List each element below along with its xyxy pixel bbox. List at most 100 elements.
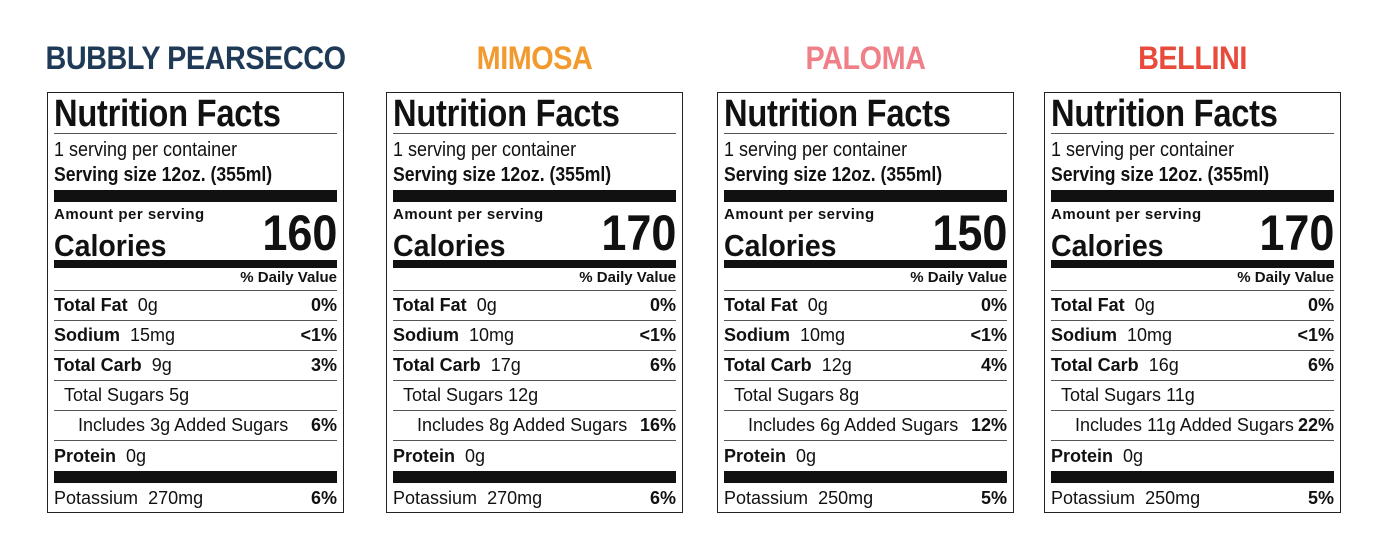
nutrient-name: Total Sugars (1061, 385, 1162, 405)
nutrient-amount: 5g (169, 385, 190, 405)
nutrient-row-total-carb: Total Carb 12g 4% (724, 351, 1007, 381)
nutrient-amount: 16g (1148, 355, 1179, 375)
nutrient-amount: 10mg (800, 325, 846, 345)
nutrient-amount: 250mg (1145, 487, 1201, 508)
serving-size: Serving size 12oz. (355ml) (393, 164, 612, 186)
amount-per-serving: Amount per serving (724, 206, 875, 223)
nutrition-label: Nutrition Facts 1 serving per container … (1044, 92, 1341, 513)
calories-section: Amount per serving Calories 160 (54, 202, 337, 263)
product-name: PALOMA (805, 40, 926, 76)
nutrient-amount: 3g (150, 415, 171, 435)
nutrient-name: Sodium (1051, 325, 1117, 345)
nutrient-row-added-sugars: Includes 8g Added Sugars 16% (393, 411, 676, 441)
nutrient-row-sodium: Sodium 10mg <1% (724, 321, 1007, 351)
calories-section: Amount per serving Calories 170 (393, 202, 676, 263)
nutrient-row-potassium: Potassium 270mg 6% (393, 483, 676, 513)
nutrient-row-total-sugars: Total Sugars 5g (54, 381, 337, 411)
nutrient-amount: 270mg (148, 487, 204, 508)
daily-value-header: % Daily Value (54, 268, 337, 291)
nutrient-dv: <1% (1297, 325, 1334, 345)
nutrient-amount: 0g (807, 295, 828, 315)
nutrition-facts-heading: Nutrition Facts (724, 93, 951, 135)
amount-per-serving: Amount per serving (54, 206, 205, 223)
medium-divider (54, 260, 337, 268)
nutrition-facts-heading: Nutrition Facts (393, 93, 620, 135)
nutrition-facts-heading: Nutrition Facts (1051, 93, 1278, 135)
nutrient-name: Total Carb (724, 355, 812, 375)
includes-label: Includes (748, 415, 816, 435)
nutrient-row-protein: Protein 0g (393, 441, 676, 471)
nutrient-row-protein: Protein 0g (54, 441, 337, 471)
nutrient-row-total-sugars: Total Sugars 11g (1051, 381, 1334, 411)
nutrient-name: Total Sugars (734, 385, 835, 405)
daily-value-header: % Daily Value (724, 268, 1007, 291)
nutrient-row-added-sugars: Includes 3g Added Sugars 6% (54, 411, 337, 441)
nutrient-dv: 6% (649, 487, 676, 508)
calories-label: Calories (54, 228, 167, 263)
nutrient-dv: 0% (649, 295, 676, 315)
nutrient-amount: 270mg (487, 487, 543, 508)
nutrient-row-potassium: Potassium 250mg 5% (724, 483, 1007, 513)
amount-per-serving: Amount per serving (393, 206, 544, 223)
calories-value: 170 (600, 205, 676, 261)
nutrient-row-total-sugars: Total Sugars 12g (393, 381, 676, 411)
thick-divider (724, 471, 1007, 483)
nutrient-row-total-carb: Total Carb 9g 3% (54, 351, 337, 381)
nutrient-dv: 6% (1307, 355, 1334, 375)
nutrient-amount: 15mg (130, 325, 176, 345)
nutrient-name: Total Fat (54, 295, 128, 315)
nutrient-dv: 6% (310, 415, 337, 435)
nutrient-dv: <1% (639, 325, 676, 345)
nutrient-amount: 250mg (818, 487, 874, 508)
calories-section: Amount per serving Calories 150 (724, 202, 1007, 263)
nutrient-name: Total Sugars (64, 385, 165, 405)
nutrient-name: Potassium (54, 487, 139, 508)
nutrient-row-added-sugars: Includes 11g Added Sugars 22% (1051, 411, 1334, 441)
nutrient-amount: 10mg (469, 325, 515, 345)
nutrient-name: Added Sugars (513, 415, 628, 435)
nutrient-amount: 9g (151, 355, 172, 375)
nutrient-row-added-sugars: Includes 6g Added Sugars 12% (724, 411, 1007, 441)
nutrient-row-total-fat: Total Fat 0g 0% (1051, 291, 1334, 321)
nutrient-amount: 11g (1147, 415, 1176, 435)
nutrient-amount: 10mg (1127, 325, 1173, 345)
nutrient-row-total-fat: Total Fat 0g 0% (54, 291, 337, 321)
nutrient-name: Added Sugars (174, 415, 289, 435)
nutrient-dv: 6% (649, 355, 676, 375)
product-name: BELLINI (1138, 40, 1247, 76)
nutrient-row-sodium: Sodium 10mg <1% (393, 321, 676, 351)
nutrient-amount: 8g (839, 385, 860, 405)
nutrient-row-total-fat: Total Fat 0g 0% (393, 291, 676, 321)
nutrient-name: Protein (393, 445, 456, 466)
nutrient-dv: 0% (980, 295, 1007, 315)
serving-size: Serving size 12oz. (355ml) (1051, 164, 1270, 186)
servings-per-container: 1 serving per container (393, 139, 577, 161)
serving-size: Serving size 12oz. (355ml) (724, 164, 943, 186)
thick-divider (54, 190, 337, 202)
divider (724, 133, 1007, 134)
nutrient-name: Total Carb (393, 355, 481, 375)
thick-divider (724, 190, 1007, 202)
servings-per-container: 1 serving per container (1051, 139, 1235, 161)
nutrient-name: Total Sugars (403, 385, 504, 405)
nutrient-name: Total Carb (1051, 355, 1139, 375)
nutrient-dv: 0% (1307, 295, 1334, 315)
nutrient-dv: 12% (970, 415, 1007, 435)
calories-value: 170 (1258, 205, 1334, 261)
nutrient-row-total-sugars: Total Sugars 8g (724, 381, 1007, 411)
nutrient-amount: 11g (1166, 385, 1195, 405)
nutrient-dv: 4% (980, 355, 1007, 375)
thick-divider (1051, 190, 1334, 202)
nutrition-label: Nutrition Facts 1 serving per container … (717, 92, 1014, 513)
nutrient-amount: 0g (1134, 295, 1155, 315)
serving-size: Serving size 12oz. (355ml) (54, 164, 273, 186)
nutrient-dv: 5% (1307, 487, 1334, 508)
nutrient-dv: 5% (980, 487, 1007, 508)
nutrient-amount: 0g (465, 445, 486, 466)
nutrient-amount: 12g (508, 385, 539, 405)
medium-divider (1051, 260, 1334, 268)
product-name: BUBBLY PEARSECCO (45, 40, 346, 76)
calories-label: Calories (393, 228, 506, 263)
thick-divider (393, 190, 676, 202)
nutrient-name: Potassium (1051, 487, 1136, 508)
